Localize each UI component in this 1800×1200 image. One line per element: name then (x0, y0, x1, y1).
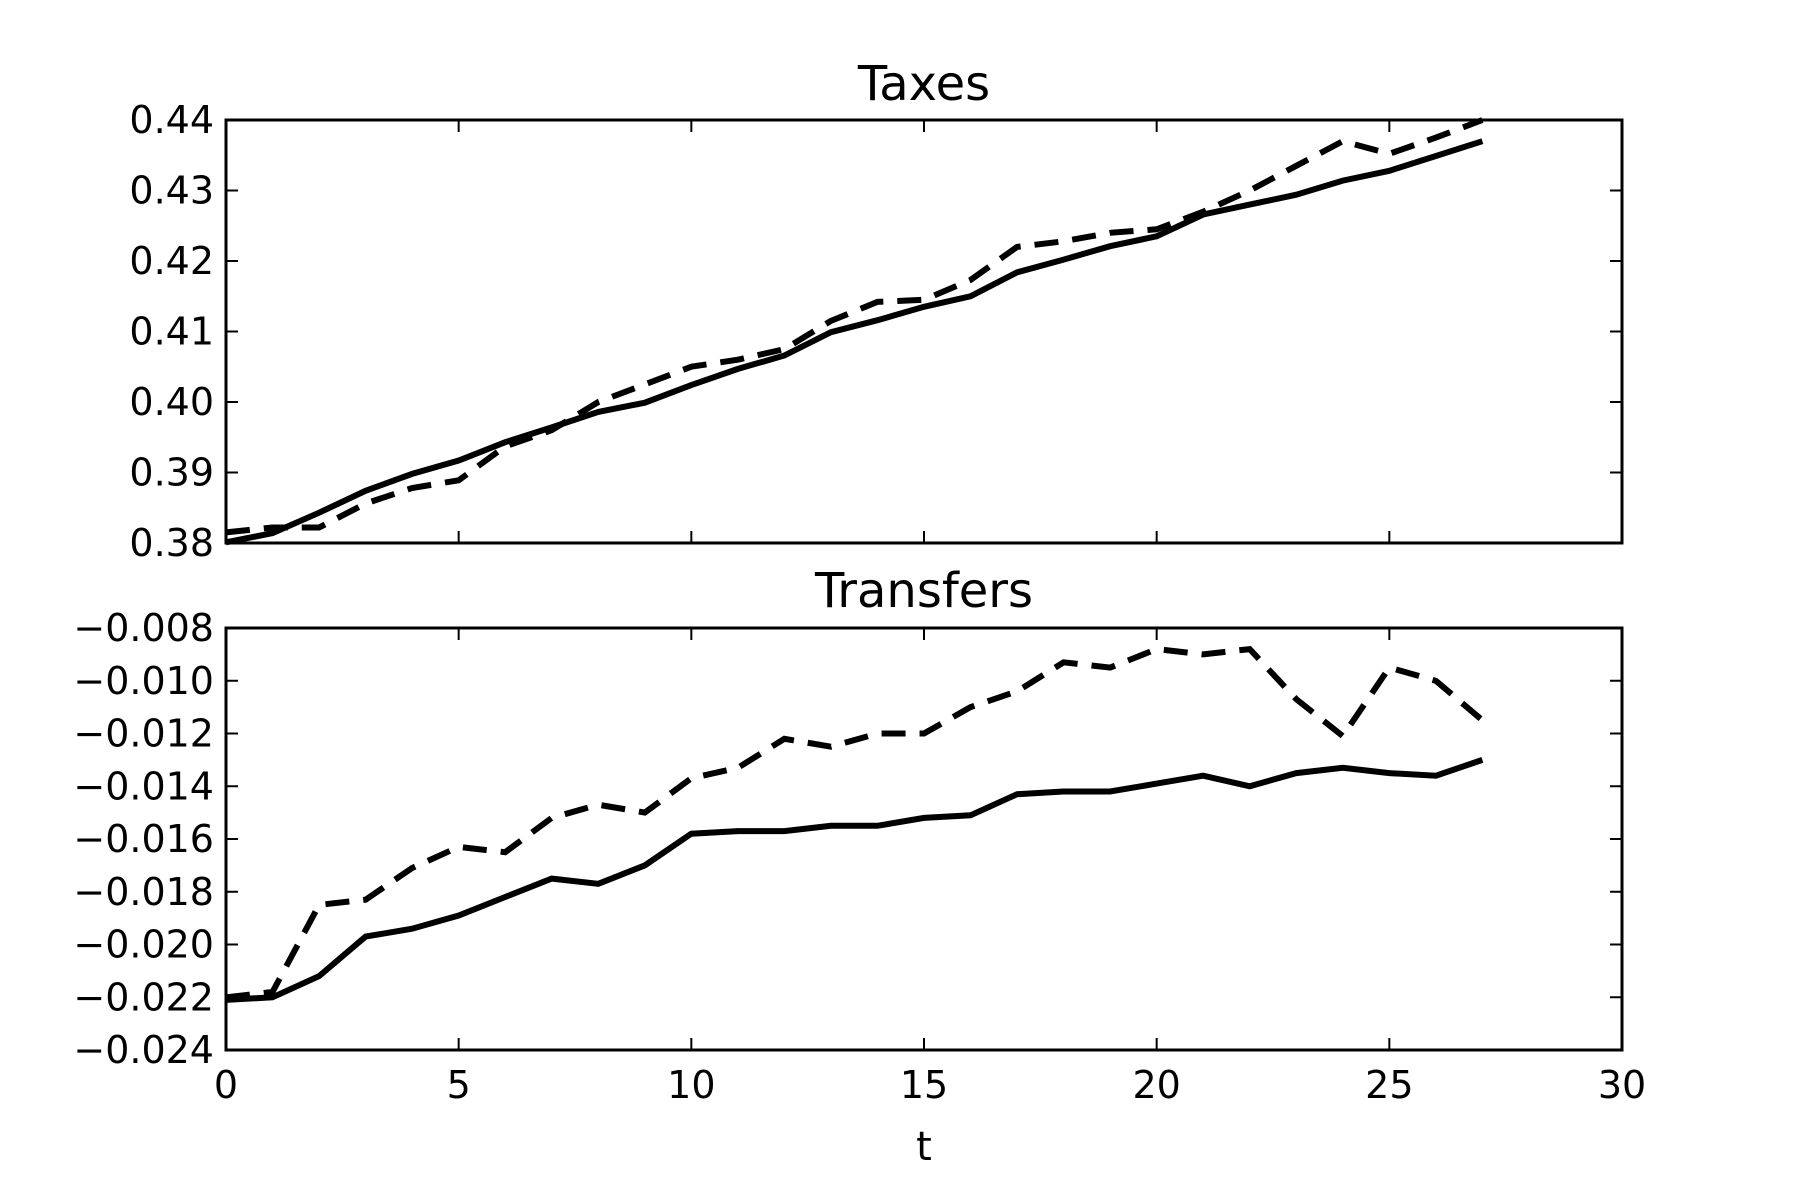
transfers-y-tick-label: −0.008 (73, 606, 214, 650)
transfers-title: Transfers (814, 563, 1033, 619)
transfers-y-tick-label: −0.020 (73, 923, 214, 967)
transfers-y-tick-label: −0.014 (73, 764, 214, 808)
x-tick-label: 20 (1132, 1063, 1180, 1107)
transfers-y-tick-label: −0.024 (73, 1028, 214, 1072)
transfers-y-tick-label: −0.018 (73, 870, 214, 914)
transfers-y-tick-label: −0.022 (73, 975, 214, 1019)
taxes-plot-frame (224, 118, 1624, 545)
taxes-y-tick-label: 0.43 (129, 169, 214, 213)
transfers-y-tick-label: −0.016 (73, 817, 214, 861)
taxes-y-tick-label: 0.41 (129, 310, 214, 354)
transfers-panel: Transfers t 0 5 10 15 20 25 30 −0.024 −0.022 −0.0… (73, 563, 1646, 1170)
x-axis-label: t (916, 1124, 932, 1170)
transfers-y-tick-label: −0.012 (73, 712, 214, 756)
taxes-y-tick-label: 0.44 (129, 98, 214, 142)
transfers-series-solid-line (225, 757, 1484, 1003)
x-tick-label: 25 (1365, 1063, 1413, 1107)
transfers-series-dashed-line (225, 645, 1485, 1001)
taxes-title: Taxes (857, 56, 990, 112)
taxes-series-dashed-line (225, 117, 1484, 536)
x-tick-label: 0 (214, 1063, 238, 1107)
taxes-y-tick-label: 0.39 (129, 451, 214, 495)
x-tick-label: 30 (1598, 1063, 1646, 1107)
transfers-plot-frame (224, 626, 1624, 1052)
transfers-y-tick-label: −0.010 (73, 659, 214, 703)
x-tick-label: 15 (900, 1063, 948, 1107)
taxes-series-solid-line (225, 138, 1484, 546)
taxes-y-tick-label: 0.42 (129, 239, 214, 283)
x-tick-label: 5 (447, 1063, 471, 1107)
taxes-panel: Taxes 0.38 0.39 0.40 0.41 0.42 0.43 0.44 (129, 56, 1624, 565)
taxes-y-tick-label: 0.38 (129, 521, 214, 565)
taxes-y-tick-label: 0.40 (129, 380, 214, 424)
x-tick-label: 10 (667, 1063, 715, 1107)
